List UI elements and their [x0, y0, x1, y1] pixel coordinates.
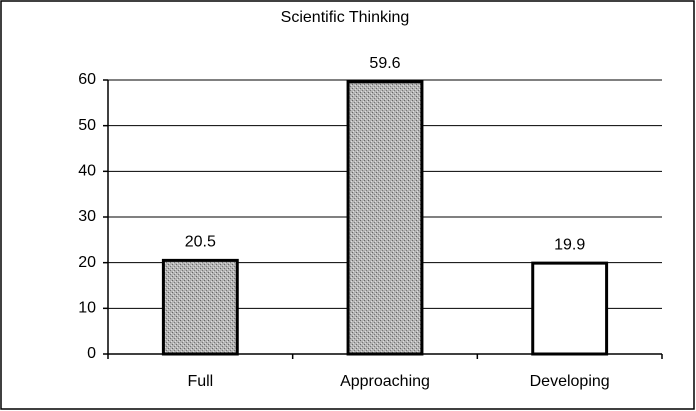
- bar: [346, 80, 424, 356]
- chart-title: Scientific Thinking: [281, 9, 410, 26]
- x-tick-label: Full: [187, 373, 213, 390]
- bar: [531, 261, 609, 356]
- y-tick-label: 0: [87, 345, 96, 362]
- x-tick-label: Developing: [530, 373, 610, 390]
- x-tick-label: Approaching: [340, 373, 430, 390]
- y-tick-label: 60: [78, 71, 96, 88]
- y-tick-label: 20: [78, 254, 96, 271]
- data-label: 59.6: [369, 55, 400, 72]
- data-label: 19.9: [554, 236, 585, 253]
- bar: [161, 258, 239, 356]
- y-tick-label: 40: [78, 163, 96, 180]
- y-tick-label: 30: [78, 208, 96, 225]
- data-label: 20.5: [185, 234, 216, 251]
- y-tick-label: 50: [78, 117, 96, 134]
- y-tick-label: 10: [78, 300, 96, 317]
